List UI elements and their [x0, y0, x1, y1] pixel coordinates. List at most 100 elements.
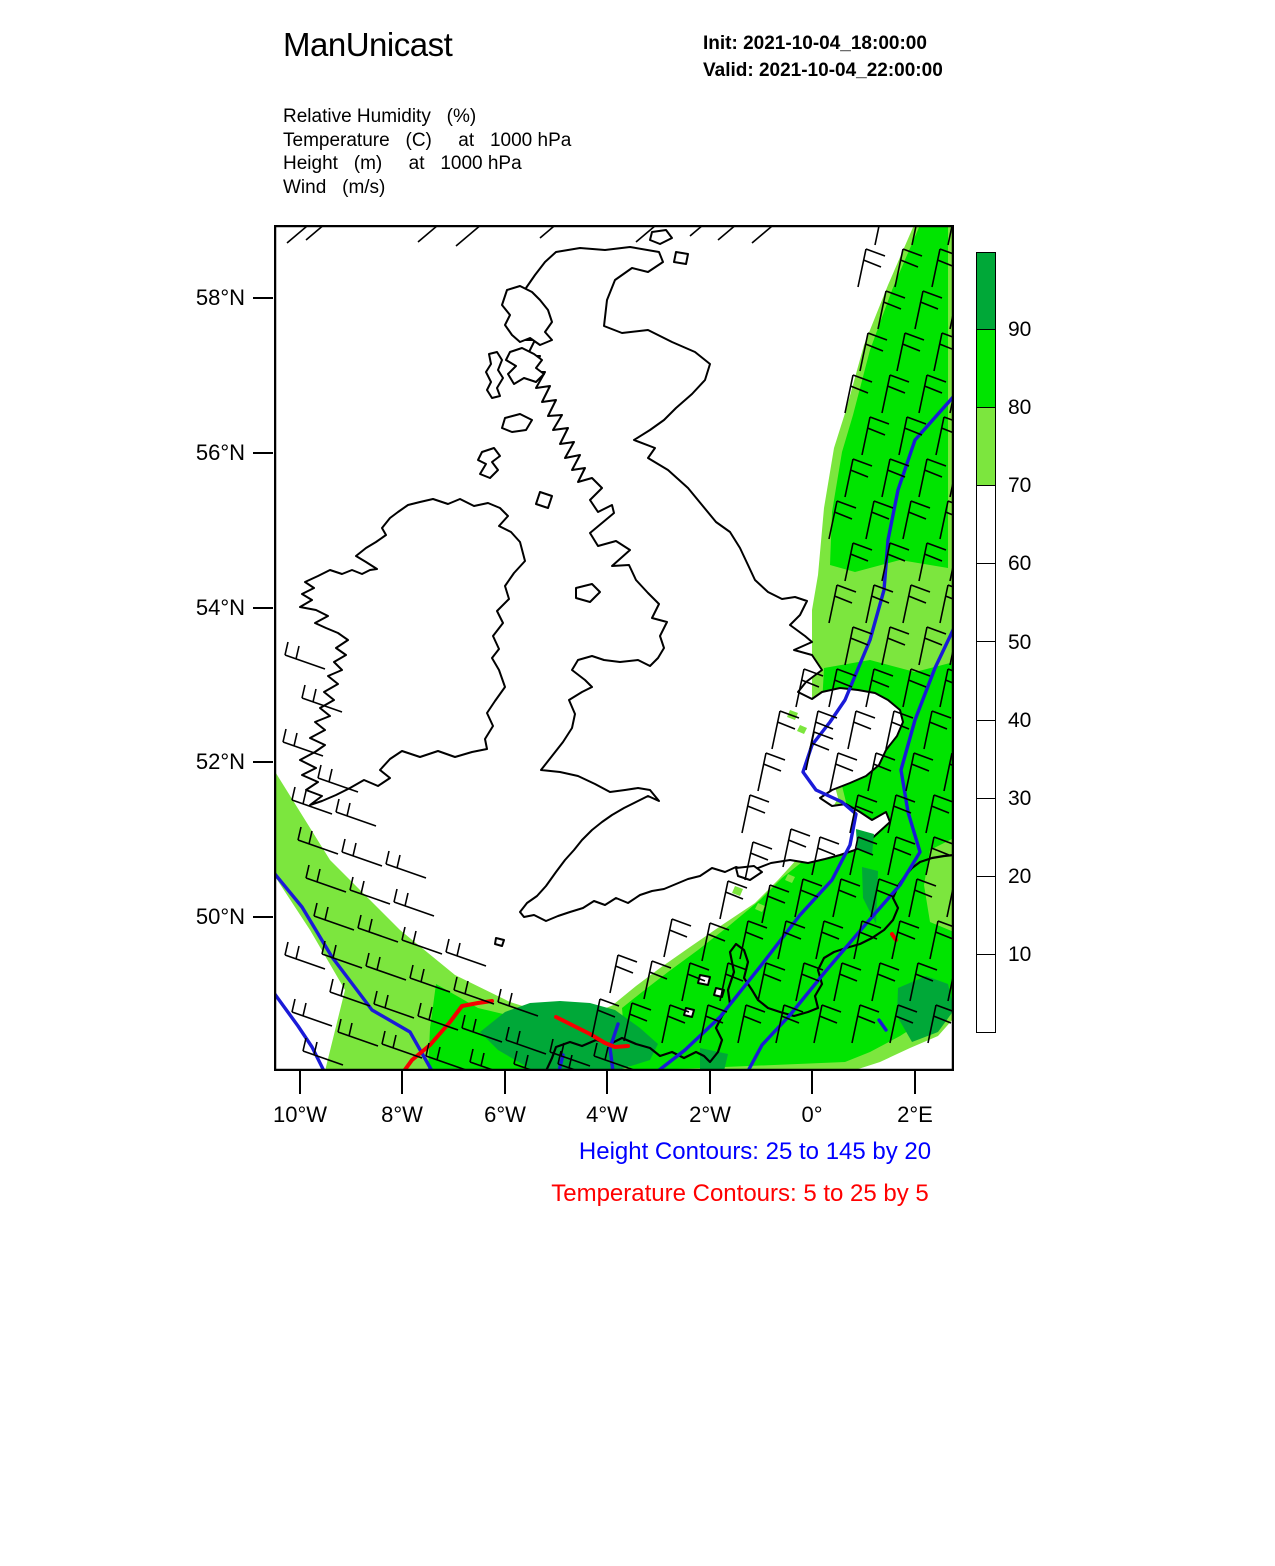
wind-barb [894, 248, 923, 288]
wind-barb [757, 752, 786, 792]
colorbar-cell [976, 408, 996, 487]
wind-barb [445, 938, 487, 967]
wind-barb [409, 964, 451, 993]
wind-barb [719, 880, 748, 920]
colorbar-label: 60 [1008, 552, 1032, 576]
wind-barb [335, 798, 377, 827]
latitude-label: 50°N [195, 904, 245, 929]
map-panel [274, 225, 954, 1071]
wind-barb [847, 710, 876, 750]
wind-barb [877, 290, 906, 330]
wind-barb [851, 1004, 880, 1044]
colorbar-label: 10 [1008, 942, 1032, 966]
wind-barb [833, 962, 862, 1002]
longitude-tick [504, 1071, 506, 1094]
wind-barb [291, 786, 333, 815]
wind-barb [401, 926, 443, 955]
latitude-label: 52°N [195, 749, 245, 774]
height-contour [274, 871, 434, 1071]
variable-line: Temperature (C) at 1000 hPa [283, 129, 572, 151]
wind-barb [870, 878, 899, 918]
wind-barb [925, 836, 954, 876]
longitude-label: 10°W [272, 1102, 328, 1127]
height-contour [746, 626, 954, 1071]
wind-barb [609, 954, 638, 994]
temperature-contour [890, 932, 898, 942]
wind-barb [889, 1004, 918, 1044]
wind-barb [757, 962, 786, 1002]
colorbar-label: 90 [1008, 318, 1032, 342]
wind-barb [286, 225, 310, 244]
wind-barb [795, 962, 824, 1002]
wind-barb [717, 225, 737, 241]
wind-barb [949, 474, 954, 498]
colorbar-cell [976, 330, 996, 409]
coastline-land [477, 447, 501, 479]
wind-barb [643, 960, 672, 1000]
coastline-land [501, 285, 553, 346]
colorbar-cell [976, 252, 996, 331]
wind-barb [775, 1004, 804, 1044]
longitude-label: 4°W [586, 1102, 628, 1127]
height-contour-caption: Height Contours: 25 to 145 by 20 [578, 1138, 932, 1165]
page-title: ManUnicast [283, 26, 453, 63]
wind-barb [557, 1050, 581, 1071]
wind-barb [549, 1038, 591, 1067]
wind-barb [887, 794, 916, 834]
wind-barb [918, 542, 947, 582]
wind-barb [914, 290, 943, 330]
wind-barb [317, 764, 359, 793]
wind-barb [865, 584, 894, 624]
wind-barb [699, 1004, 728, 1044]
wind-barb [329, 978, 371, 1007]
wind-barb [782, 828, 811, 868]
colorbar-cell [976, 876, 996, 955]
variable-list: Relative Humidity (%) Temperature (C) at … [283, 105, 571, 199]
wind-barb [859, 332, 888, 372]
wind-barb [844, 458, 873, 498]
wind-barb [828, 584, 857, 624]
colorbar-cell [976, 954, 996, 1033]
wind-barb [844, 542, 873, 582]
wind-barb [896, 332, 925, 372]
wind-barb [857, 248, 886, 288]
coastline-land [501, 413, 533, 433]
wind-barb [849, 836, 878, 876]
wind-barb [949, 558, 954, 582]
longitude-tick [914, 1071, 916, 1094]
wind-barb [373, 990, 415, 1019]
colorbar-label: 70 [1008, 474, 1032, 498]
variable-line: Height (m) at 1000 hPa [283, 153, 522, 174]
wind-barb [505, 1026, 547, 1055]
longitude-tick [811, 1071, 813, 1094]
valid-time: Valid: 2021-10-04_22:00:00 [703, 60, 943, 81]
height-contour [608, 1022, 620, 1071]
wind-barb [918, 374, 947, 414]
latitude-tick [253, 761, 273, 763]
colorbar-cell [976, 486, 996, 565]
wind-barb [925, 794, 954, 834]
rh-region-90 [480, 1001, 658, 1071]
wind-barb [417, 225, 440, 243]
map-frame [274, 225, 954, 1071]
wind-barb [898, 416, 927, 456]
wind-barb [689, 225, 705, 237]
wind-barb [301, 684, 343, 713]
colorbar-cell [976, 564, 996, 643]
coastline-land [683, 1007, 695, 1018]
longitude-label: 8°W [381, 1102, 423, 1127]
longitude-tick [299, 1071, 301, 1094]
wind-barb [455, 225, 483, 247]
longitude-tick [606, 1071, 608, 1094]
latitude-tick [253, 916, 273, 918]
height-contour [274, 991, 326, 1071]
wind-barb [865, 500, 894, 540]
coastline-land [299, 498, 526, 806]
temperature-contour-caption: Temperature Contours: 5 to 25 by 5 [551, 1180, 929, 1207]
latitude-tick [253, 297, 273, 299]
wind-barb [777, 920, 806, 960]
height-contour [557, 1053, 565, 1071]
wind-barb [297, 826, 339, 855]
temperature-contour [402, 999, 494, 1071]
wind-barb [871, 962, 900, 1002]
